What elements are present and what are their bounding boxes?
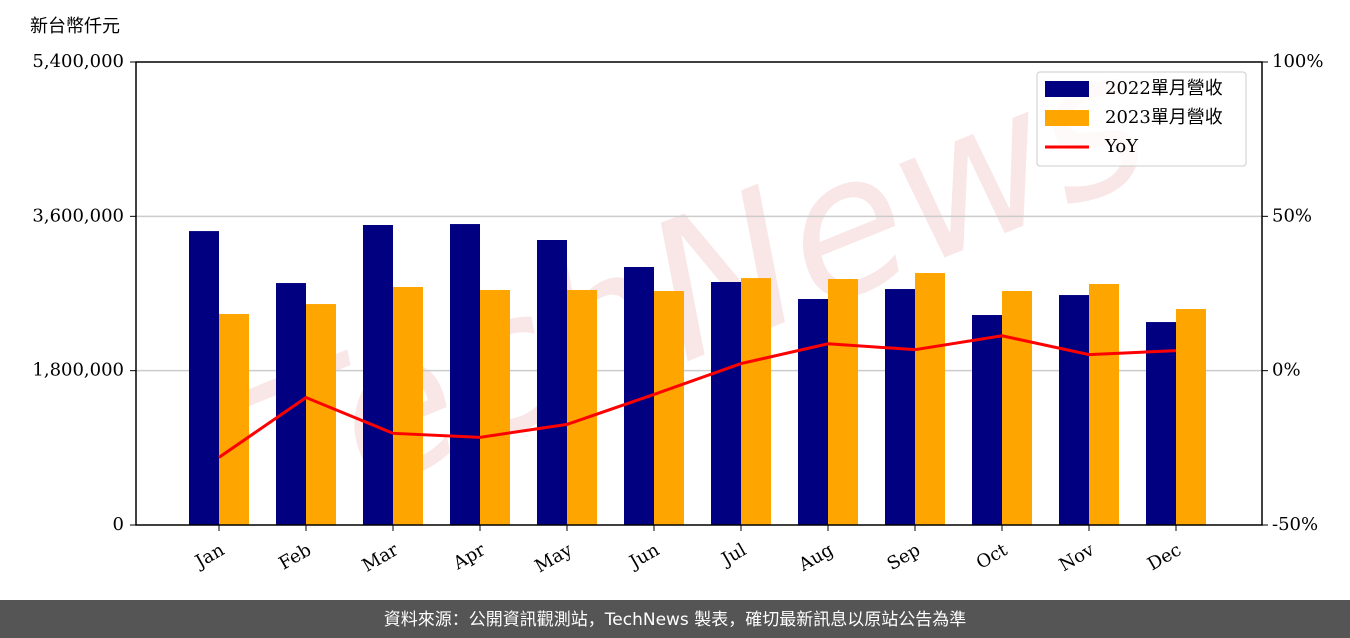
x-tick-label: Oct (973, 539, 1012, 574)
bar (219, 313, 249, 525)
yoy-line (218, 334, 1177, 459)
x-tick-label: Sep (884, 539, 924, 574)
x-tick-label: Apr (449, 539, 489, 574)
y2-tick-label: 50% (1272, 205, 1312, 226)
legend-label: YoY (1104, 136, 1139, 157)
y2-tick-label: 100% (1272, 51, 1323, 72)
bar (654, 291, 684, 525)
bar (537, 239, 567, 525)
bar (189, 231, 219, 525)
x-tick-label: Jun (624, 539, 663, 574)
legend: 2022單月營收 2023單月營收 YoY (1036, 71, 1247, 167)
legend-swatch (1045, 110, 1089, 126)
y-tick-label: 1,800,000 (32, 360, 124, 381)
y2-tick-label: -50% (1272, 514, 1318, 535)
bar (480, 289, 510, 525)
bar (363, 224, 393, 525)
bar (972, 315, 1002, 525)
bar (828, 279, 858, 525)
bar (711, 282, 741, 525)
x-tick-label: May (531, 539, 576, 577)
x-tick-label: Jul (716, 539, 750, 571)
bar (450, 224, 480, 526)
legend-label: 2022單月營收 (1105, 78, 1223, 99)
y-axis-label: 新台幣仟元 (30, 16, 120, 37)
bar (393, 286, 423, 525)
bar (567, 289, 597, 525)
legend-box (1036, 71, 1247, 167)
bar (1059, 295, 1089, 525)
bar (1146, 322, 1176, 525)
y2-tick-label: 0% (1272, 360, 1301, 381)
bar (276, 283, 306, 525)
x-tick-label: Jan (190, 539, 228, 573)
bar (1002, 291, 1032, 525)
bar (798, 298, 828, 525)
y-tick-label: 0 (113, 514, 124, 535)
bar (1176, 309, 1206, 525)
bar (915, 273, 945, 525)
x-tick-label: Aug (794, 539, 837, 576)
x-tick-label: Dec (1144, 539, 1185, 575)
x-tick-label: Mar (359, 539, 403, 576)
bar (741, 278, 771, 525)
footer: 資料來源：公開資訊觀測站，TechNews 製表，確切最新訊息以原站公告為準 (384, 610, 966, 630)
bar (306, 304, 336, 525)
footer-bar (0, 600, 1350, 638)
x-tick-label: Nov (1056, 539, 1099, 576)
y-tick-label: 3,600,000 (32, 205, 124, 226)
bar (1089, 283, 1119, 525)
y-tick-label: 5,400,000 (32, 51, 124, 72)
plot-frame (135, 61, 1263, 526)
bar (885, 289, 915, 525)
legend-swatch (1045, 81, 1089, 97)
legend-label: 2023單月營收 (1105, 107, 1223, 128)
